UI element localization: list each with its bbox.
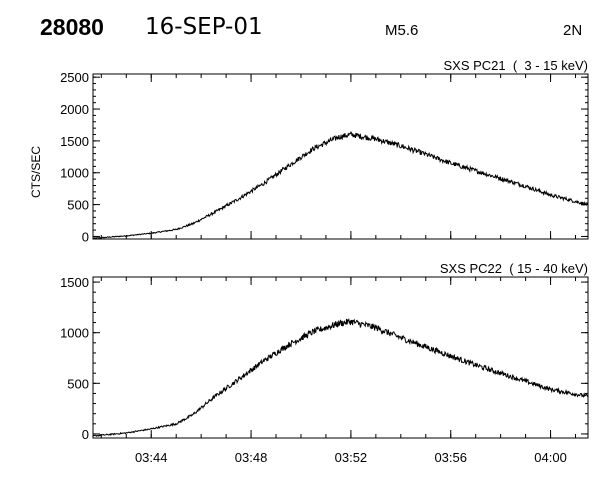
y-tick-label: 0 xyxy=(82,427,89,442)
y-tick-label: 500 xyxy=(67,376,89,391)
x-tick-label: 03:56 xyxy=(434,450,467,465)
x-tick-label: 03:44 xyxy=(135,450,168,465)
flare-position: 2N xyxy=(563,22,583,39)
panel-title: SXS PC21 ( 3 - 15 keV) xyxy=(443,58,588,73)
goes-class: M5.6 xyxy=(385,22,419,39)
y-axis-label: CTS/SEC xyxy=(29,146,43,198)
series-line xyxy=(92,317,589,438)
y-tick-label: 0 xyxy=(82,229,89,244)
x-tick-label: 04:00 xyxy=(534,450,567,465)
series-line xyxy=(92,130,589,240)
y-tick-label: 1500 xyxy=(60,134,89,149)
y-tick-label: 500 xyxy=(67,198,89,213)
y-tick-label: 1000 xyxy=(60,326,89,341)
plot-frame xyxy=(92,73,589,240)
y-tick-label: 2000 xyxy=(60,102,89,117)
y-tick-label: 1000 xyxy=(60,166,89,181)
y-tick-label: 1500 xyxy=(60,275,89,290)
event-id: 28080 xyxy=(40,14,104,40)
y-tick-label: 2500 xyxy=(60,70,89,85)
plot-frame xyxy=(92,276,589,439)
x-tick-label: 03:52 xyxy=(335,450,368,465)
event-date: 16-SEP-01 xyxy=(145,14,263,40)
x-tick-label: 03:48 xyxy=(235,450,268,465)
panel-title: SXS PC22 ( 15 - 40 keV) xyxy=(440,261,588,276)
